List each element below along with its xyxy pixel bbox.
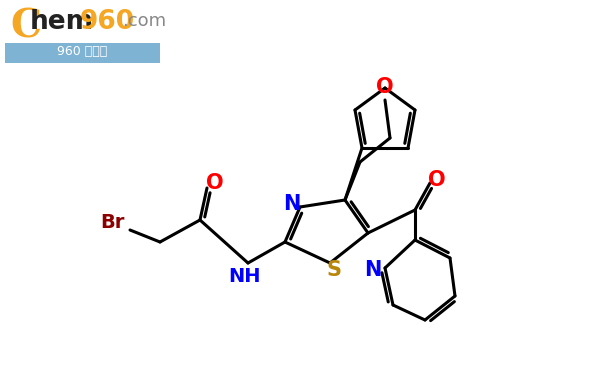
FancyBboxPatch shape — [5, 43, 160, 63]
Text: .com: .com — [122, 12, 166, 30]
Text: O: O — [376, 77, 394, 97]
Text: N: N — [364, 260, 382, 280]
Text: N: N — [283, 194, 301, 214]
Text: O: O — [428, 170, 446, 190]
Text: 960: 960 — [80, 9, 135, 35]
Text: Br: Br — [100, 213, 124, 231]
Text: O: O — [206, 173, 224, 193]
Text: NH: NH — [227, 267, 260, 286]
Text: hem: hem — [30, 9, 94, 35]
Text: S: S — [327, 260, 341, 280]
Text: 960 化工网: 960 化工网 — [57, 45, 107, 58]
FancyBboxPatch shape — [5, 5, 160, 63]
Text: C: C — [10, 8, 41, 46]
